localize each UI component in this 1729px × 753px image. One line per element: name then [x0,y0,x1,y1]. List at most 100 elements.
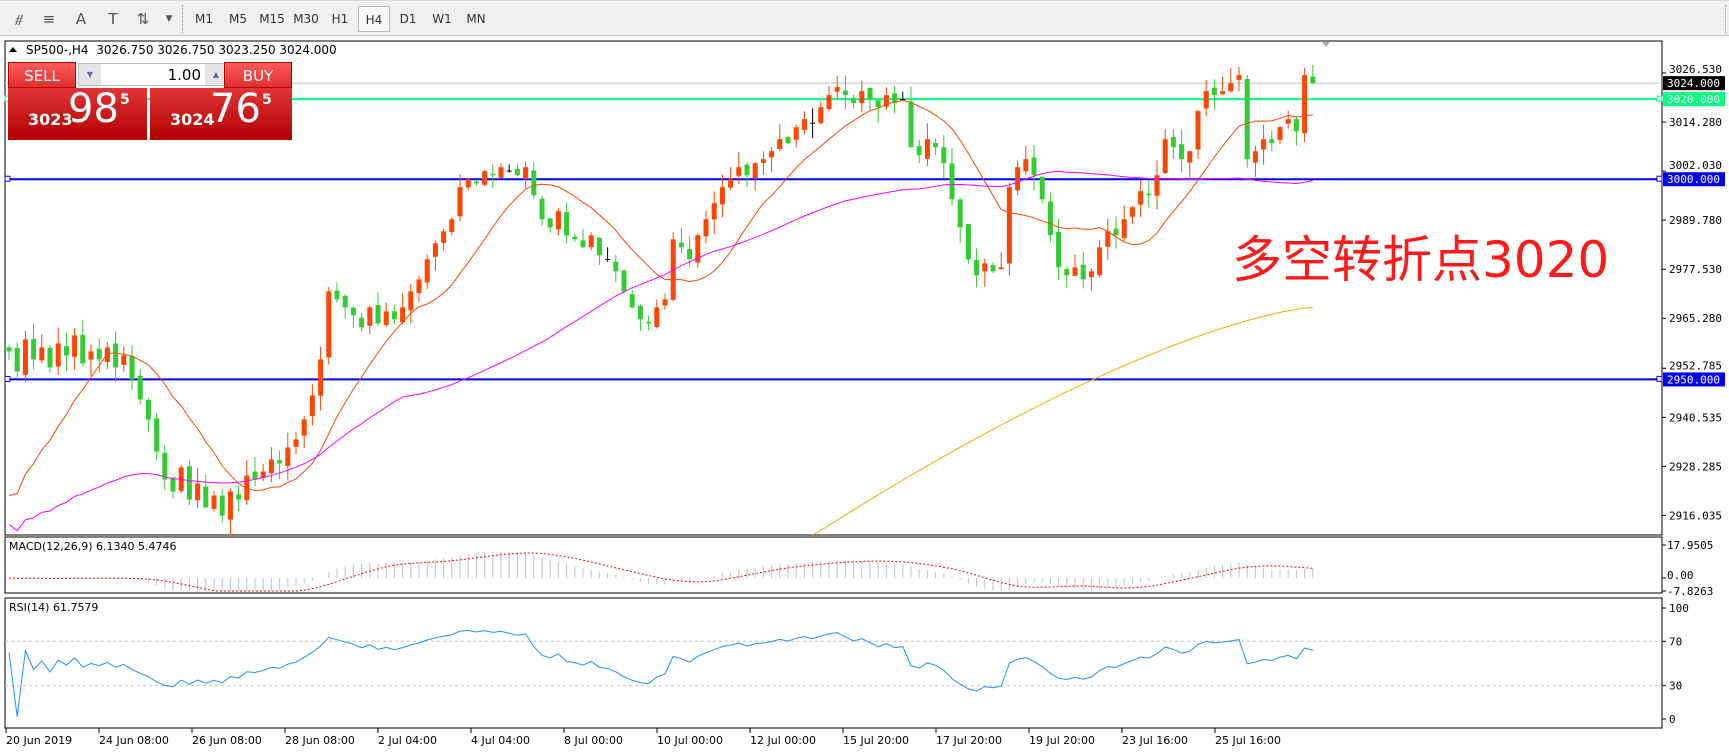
candle [892,86,898,114]
collapse-triangle-icon[interactable] [9,47,17,52]
candle [1302,67,1308,142]
candle-body [252,471,258,480]
candle [867,87,873,111]
candle [1056,218,1062,281]
candle [268,447,274,483]
candle [121,346,127,372]
buy-price-major: 3024 [170,110,215,129]
candle [637,304,643,332]
one-click-trading-panel: SELL ▼ 1.00 ▲ BUY 3023 98 5 3024 76 5 [8,62,292,140]
candle [88,344,94,376]
candle-body [1146,193,1152,196]
candle-body [744,164,750,176]
date-tick-label: 8 Jul 00:00 [564,734,623,747]
timeframe-m15[interactable]: M15 [259,12,285,26]
chart-shift-marker-icon [1322,42,1330,47]
candle-body [892,93,898,104]
timeframe-w1[interactable]: W1 [432,12,452,26]
candle [949,147,955,206]
elliott-wave-icon[interactable]: ⧣ [14,10,24,28]
sell-price[interactable]: 3023 98 5 [8,86,147,140]
candle [301,416,307,448]
candle [129,345,135,390]
timeframe-m30[interactable]: M30 [293,12,319,26]
candle [801,111,807,135]
candle [203,474,209,508]
candle [1088,268,1094,291]
dropdown-arrow-icon[interactable]: ▼ [165,14,173,24]
lot-increase-icon[interactable]: ▲ [205,64,227,85]
price-tick-label: 2916.035 [1669,509,1722,522]
macd-tick-label: 17.9505 [1667,539,1713,552]
sell-button[interactable]: SELL [8,62,76,90]
candle [236,485,242,512]
main-chart-frame [4,40,1663,536]
toolbar: ⧣ ≡ A T ⇅ ▼ M1 M5 M15 M30 H1 H4 D1 W1 MN [0,0,1729,36]
candle-body [613,261,619,272]
candle-body [1097,247,1103,276]
lot-decrease-icon[interactable]: ▼ [79,64,101,85]
buy-price[interactable]: 3024 76 5 [150,86,292,140]
candle [162,444,168,491]
candle-body [752,163,758,179]
candle [760,151,766,176]
buy-button[interactable]: BUY [224,62,292,90]
candle-body [678,242,684,248]
candle [793,124,799,148]
candle [72,328,78,370]
chart-ohlc: 3026.750 3026.750 3023.250 3024.000 [96,43,337,57]
level-handle [1656,375,1663,382]
candle-body [39,347,45,361]
candle-body [31,338,37,360]
candle-body [1310,76,1316,84]
candle-body [441,231,447,243]
candle [810,108,816,139]
candle [154,413,160,461]
candle [482,169,488,187]
fibonacci-icon[interactable]: ≡ [42,10,56,28]
level-handle [1656,95,1663,102]
candle [965,223,971,264]
timeframe-m1[interactable]: M1 [195,12,213,26]
candle [1170,129,1176,159]
candle-body [957,199,963,228]
pivot-annotation: 多空转折点3020 [1232,231,1610,289]
timeframe-mn[interactable]: MN [466,12,486,26]
candle [670,232,676,302]
candle-body [785,137,791,144]
ma-fast-line [8,99,1313,497]
candle [1269,130,1275,152]
candle [580,229,586,248]
candle [498,163,504,179]
sell-price-fraction: 5 [120,92,130,108]
lot-value: 1.00 [167,66,201,84]
text-icon[interactable]: A [75,10,87,28]
text-label-icon[interactable]: T [108,10,118,28]
candle [309,384,315,426]
toolbar-separator [1725,5,1728,33]
candle-body [1228,83,1234,92]
candle-body [113,343,119,368]
candle [113,331,119,383]
candle [1146,180,1152,208]
candle-body [104,347,110,362]
date-tick-label: 24 Jun 08:00 [99,734,169,747]
candle [596,237,602,265]
candle [367,305,373,335]
candle [572,234,578,243]
price-tick-label: 2940.535 [1669,411,1722,424]
timeframe-d1[interactable]: D1 [399,12,417,26]
timeframe-m5[interactable]: M5 [229,12,247,26]
arrows-icon[interactable]: ⇅ [136,10,150,28]
candle-body [285,447,291,466]
candle-body [826,95,832,110]
timeframe-h1[interactable]: H1 [331,12,349,26]
candle-body [1211,87,1217,96]
candle [933,138,939,155]
price-tick-label: 3014.280 [1669,116,1722,129]
price-tick-label: 3002.030 [1669,159,1722,172]
candle-body [539,198,545,220]
candle [883,87,889,110]
lot-size-field[interactable]: ▼ 1.00 ▲ [78,63,228,86]
timeframe-h4[interactable]: H4 [358,6,390,32]
